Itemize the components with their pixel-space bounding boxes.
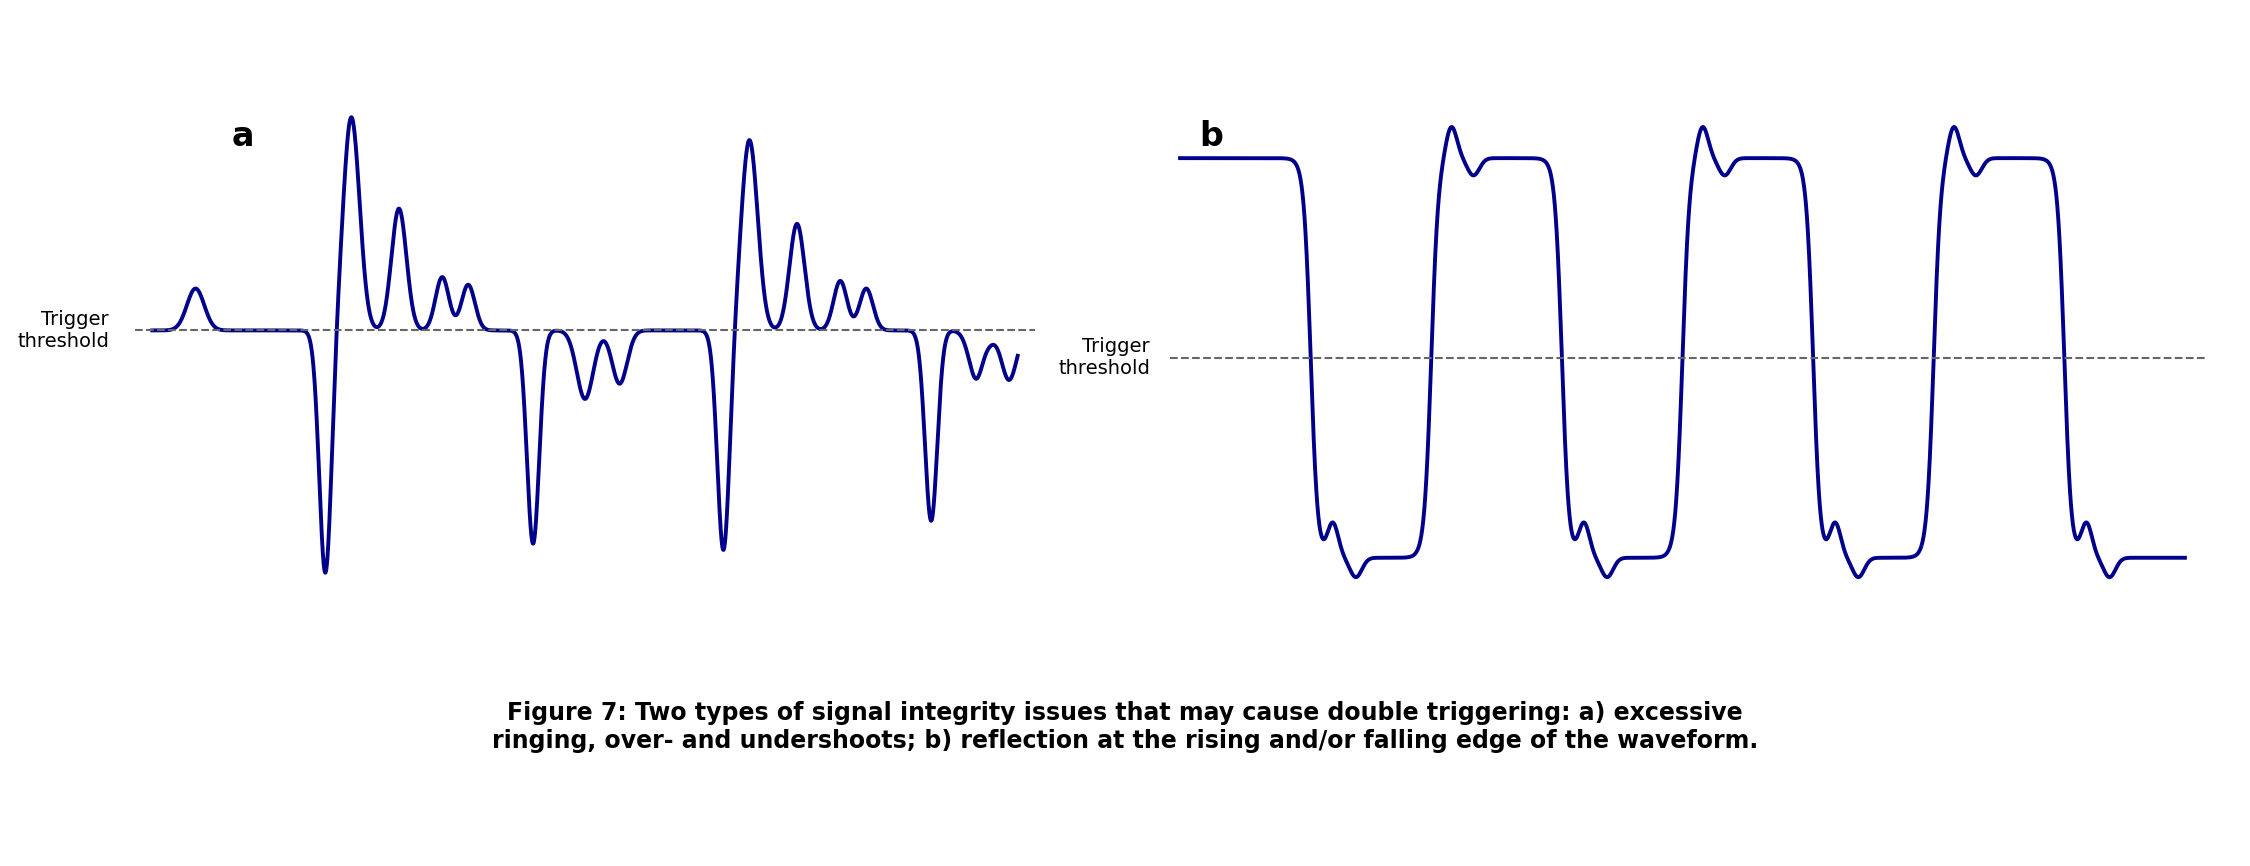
Text: Trigger
threshold: Trigger threshold (1058, 338, 1150, 378)
Text: Trigger
threshold: Trigger threshold (18, 310, 108, 351)
Text: Figure 7: Two types of signal integrity issues that may cause double triggering:: Figure 7: Two types of signal integrity … (493, 701, 1757, 753)
Text: a: a (232, 120, 254, 152)
Text: b: b (1199, 120, 1224, 152)
